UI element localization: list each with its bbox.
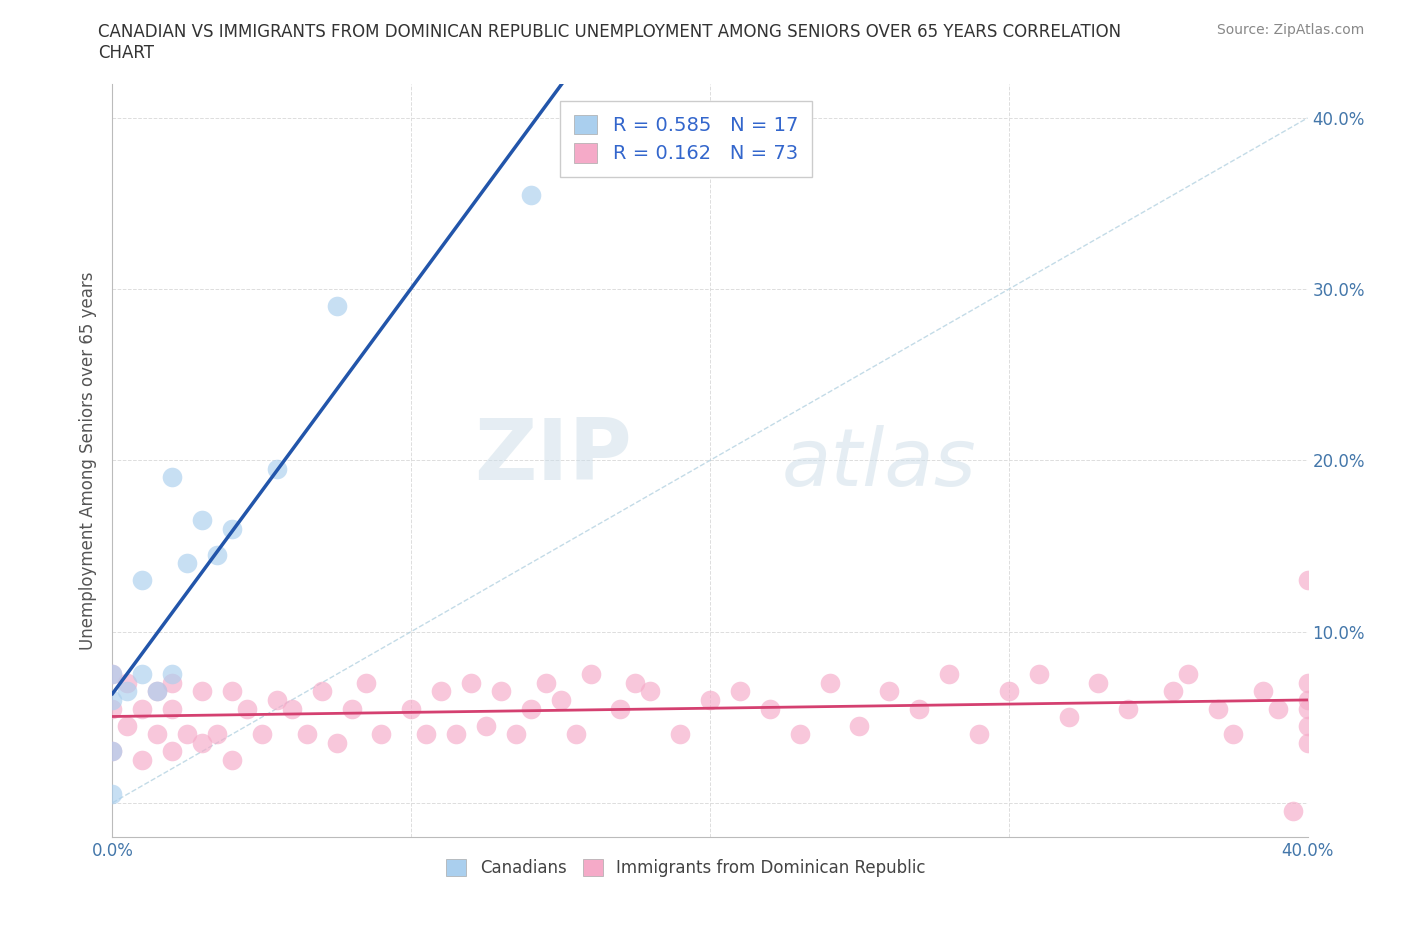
Point — [401, 701, 423, 716]
Point — [624, 675, 647, 690]
Point — [967, 727, 990, 742]
Point — [430, 684, 453, 699]
Point — [1222, 727, 1244, 742]
Point — [250, 727, 273, 742]
Point — [759, 701, 782, 716]
Point — [1161, 684, 1184, 699]
Point — [205, 547, 228, 562]
Point — [609, 701, 631, 716]
Point — [162, 470, 183, 485]
Point — [311, 684, 333, 699]
Point — [325, 299, 347, 313]
Point — [1267, 701, 1289, 716]
Point — [1177, 667, 1199, 682]
Point — [162, 744, 183, 759]
Point — [520, 701, 543, 716]
Point — [1087, 675, 1109, 690]
Point — [1296, 693, 1319, 708]
Point — [879, 684, 901, 699]
Point — [908, 701, 931, 716]
Point — [460, 675, 482, 690]
Point — [101, 787, 124, 802]
Point — [117, 718, 139, 733]
Point — [1057, 710, 1080, 724]
Point — [266, 461, 288, 476]
Point — [1296, 675, 1319, 690]
Point — [101, 744, 124, 759]
Text: atlas: atlas — [782, 425, 977, 503]
Text: Source: ZipAtlas.com: Source: ZipAtlas.com — [1216, 23, 1364, 37]
Point — [1296, 701, 1319, 716]
Point — [1206, 701, 1229, 716]
Point — [221, 522, 243, 537]
Point — [101, 667, 124, 682]
Point — [146, 684, 169, 699]
Point — [236, 701, 259, 716]
Point — [221, 752, 243, 767]
Point — [1281, 804, 1303, 818]
Point — [131, 573, 153, 588]
Point — [340, 701, 363, 716]
Point — [325, 736, 347, 751]
Point — [162, 667, 183, 682]
Y-axis label: Unemployment Among Seniors over 65 years: Unemployment Among Seniors over 65 years — [79, 272, 97, 649]
Point — [191, 512, 214, 527]
Point — [117, 675, 139, 690]
Point — [131, 701, 153, 716]
Text: CANADIAN VS IMMIGRANTS FROM DOMINICAN REPUBLIC UNEMPLOYMENT AMONG SENIORS OVER 6: CANADIAN VS IMMIGRANTS FROM DOMINICAN RE… — [98, 23, 1122, 62]
Point — [564, 727, 586, 742]
Point — [489, 684, 512, 699]
Point — [266, 693, 288, 708]
Point — [818, 675, 841, 690]
Point — [131, 667, 153, 682]
Point — [191, 684, 214, 699]
Point — [117, 684, 139, 699]
Point — [534, 675, 557, 690]
Point — [101, 744, 124, 759]
Point — [1028, 667, 1050, 682]
Point — [281, 701, 304, 716]
Point — [162, 675, 183, 690]
Point — [221, 684, 243, 699]
Point — [415, 727, 437, 742]
Point — [101, 701, 124, 716]
Point — [520, 188, 543, 203]
Point — [370, 727, 392, 742]
Point — [131, 752, 153, 767]
Point — [101, 667, 124, 682]
Point — [505, 727, 527, 742]
Point — [1296, 573, 1319, 588]
Legend: Canadians, Immigrants from Dominican Republic: Canadians, Immigrants from Dominican Rep… — [439, 850, 934, 885]
Point — [789, 727, 811, 742]
Text: ZIP: ZIP — [475, 415, 633, 498]
Point — [191, 736, 214, 751]
Point — [444, 727, 467, 742]
Point — [1296, 718, 1319, 733]
Point — [579, 667, 602, 682]
Point — [1251, 684, 1274, 699]
Point — [1118, 701, 1140, 716]
Point — [146, 727, 169, 742]
Point — [848, 718, 870, 733]
Point — [475, 718, 498, 733]
Point — [669, 727, 692, 742]
Point — [176, 727, 198, 742]
Point — [550, 693, 572, 708]
Point — [356, 675, 378, 690]
Point — [101, 693, 124, 708]
Point — [699, 693, 721, 708]
Point — [998, 684, 1021, 699]
Point — [295, 727, 318, 742]
Point — [176, 555, 198, 570]
Point — [162, 701, 183, 716]
Point — [938, 667, 960, 682]
Point — [1296, 736, 1319, 751]
Point — [640, 684, 662, 699]
Point — [728, 684, 751, 699]
Point — [205, 727, 228, 742]
Point — [146, 684, 169, 699]
